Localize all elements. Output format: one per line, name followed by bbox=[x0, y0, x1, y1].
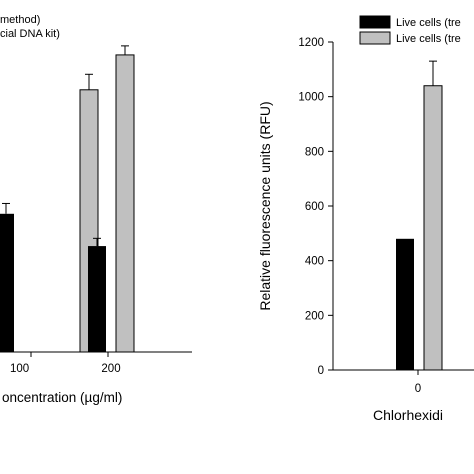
right-y-tick-label-200: 200 bbox=[305, 310, 324, 322]
left-bars bbox=[0, 45, 135, 353]
left-chart-panel: 100 200 oncentration (µg/ml) method) cial… bbox=[0, 14, 192, 405]
left-legend: method) cial DNA kit) bbox=[0, 14, 60, 40]
right-y-tick-label-600: 600 bbox=[305, 201, 324, 213]
right-bar-0-s1 bbox=[396, 238, 414, 370]
right-x-axis-title: Chlorhexidi bbox=[373, 407, 443, 423]
left-bar-partial bbox=[0, 213, 14, 352]
right-legend-swatch-1 bbox=[359, 15, 391, 29]
left-x-tick-label-200: 200 bbox=[101, 363, 120, 375]
right-y-axis-title: Relative fluorescence units (RFU) bbox=[257, 101, 273, 310]
left-legend-label-2: cial DNA kit) bbox=[0, 28, 60, 40]
left-bar-200-s1 bbox=[88, 246, 106, 352]
right-y-tick-label-1000: 1000 bbox=[298, 92, 324, 104]
left-x-axis-title: oncentration (µg/ml) bbox=[2, 390, 122, 405]
right-y-ticks: 0 200 400 600 800 1000 1200 bbox=[298, 37, 333, 377]
left-bar-200-s2 bbox=[115, 54, 135, 353]
right-legend-label-2: Live cells (tre bbox=[396, 33, 461, 45]
right-chart-panel: 0 200 400 600 800 1000 1200 0 Relative fluores… bbox=[257, 15, 474, 423]
right-x-tick-label-0: 0 bbox=[415, 383, 421, 395]
left-x-tick-label-100: 100 bbox=[10, 363, 29, 375]
right-bars bbox=[396, 60, 443, 371]
right-y-tick-label-0: 0 bbox=[318, 365, 324, 377]
left-error-bar-partial bbox=[2, 202, 10, 214]
right-legend-label-1: Live cells (tre bbox=[396, 17, 461, 29]
left-error-bar-200-s1 bbox=[93, 237, 101, 247]
right-y-tick-label-1200: 1200 bbox=[298, 37, 324, 49]
left-error-bar-200-s2 bbox=[121, 45, 129, 55]
right-error-bar-0-s2 bbox=[429, 60, 437, 86]
left-x-ticks: 100 200 bbox=[10, 352, 121, 375]
left-error-bar-100-s2 bbox=[85, 73, 93, 90]
right-x-ticks: 0 bbox=[415, 370, 421, 395]
right-y-tick-label-800: 800 bbox=[305, 146, 324, 158]
right-bar-0-s2 bbox=[423, 85, 443, 371]
right-y-tick-label-400: 400 bbox=[305, 256, 324, 268]
left-legend-label-1: method) bbox=[0, 14, 40, 26]
right-legend: Live cells (tre Live cells (tre bbox=[359, 15, 461, 45]
right-legend-swatch-2 bbox=[359, 31, 391, 45]
